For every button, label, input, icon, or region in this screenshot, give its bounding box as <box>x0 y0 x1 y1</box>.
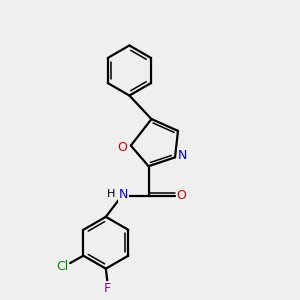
Text: F: F <box>104 282 111 295</box>
Text: H: H <box>107 189 115 199</box>
Text: Cl: Cl <box>56 260 68 272</box>
Text: O: O <box>177 188 186 202</box>
Text: N: N <box>178 149 187 162</box>
Text: O: O <box>118 141 128 154</box>
Text: N: N <box>119 188 128 201</box>
